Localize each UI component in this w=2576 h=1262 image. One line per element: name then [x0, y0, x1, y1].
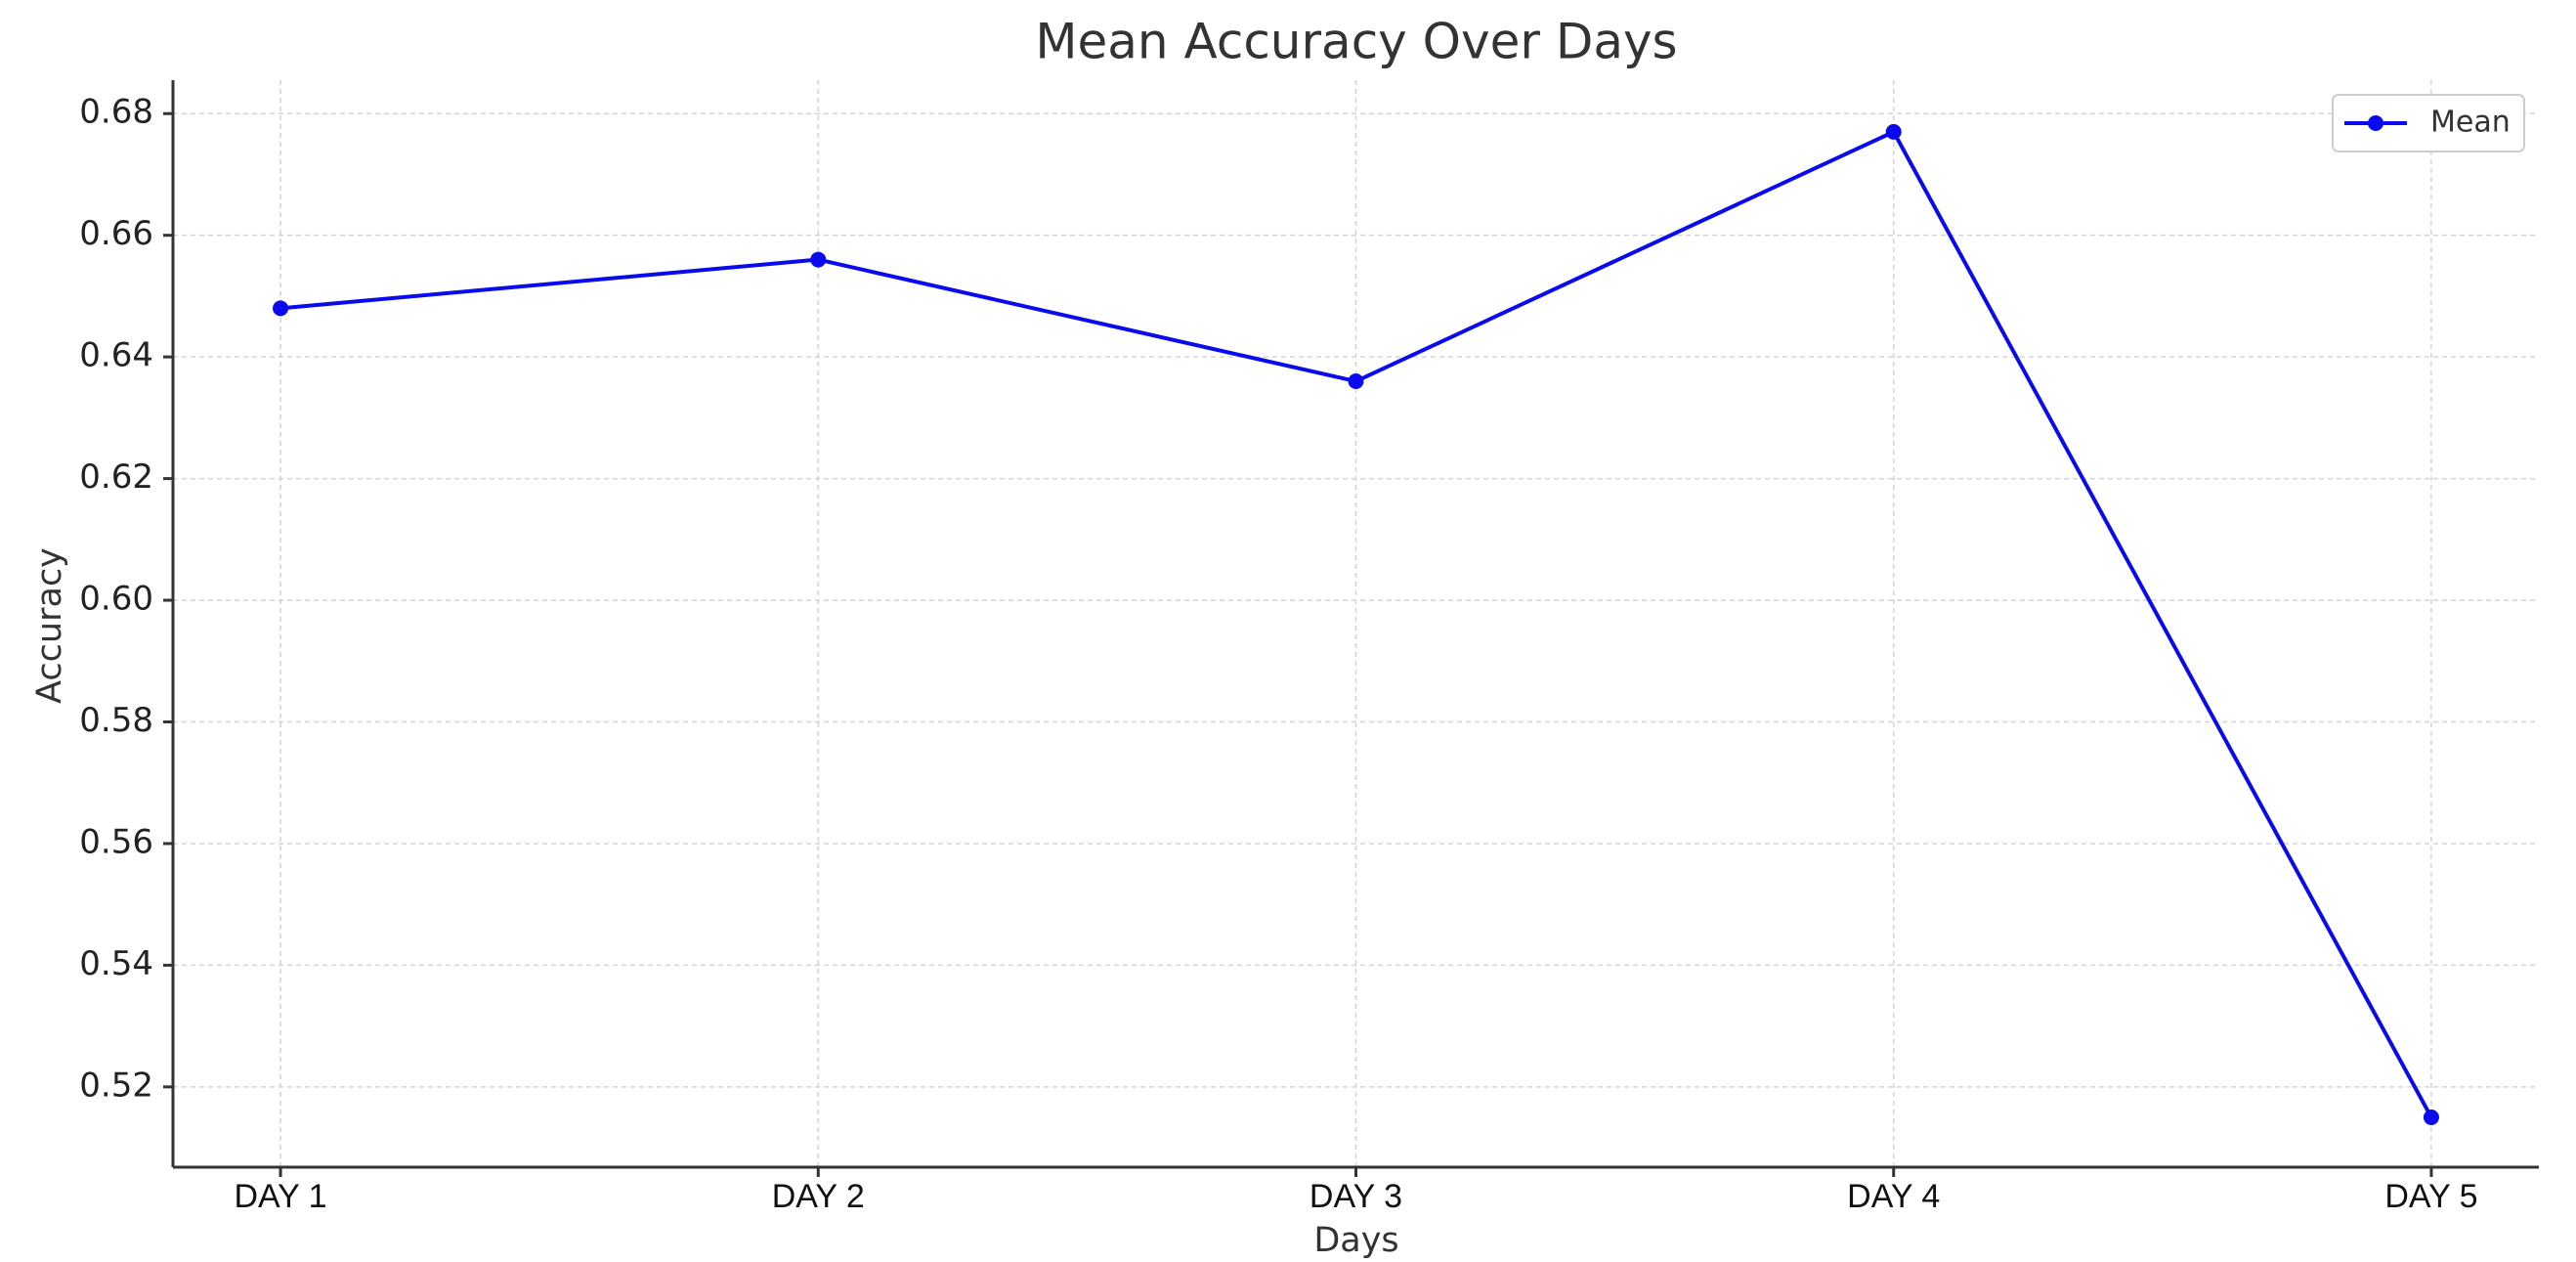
chart-title: Mean Accuracy Over Days [1035, 14, 1677, 70]
point [810, 251, 827, 268]
y-tick-label: 0.58 [79, 701, 153, 740]
y-tick-label: 0.60 [79, 580, 153, 619]
y-tick-label: 0.62 [79, 457, 153, 497]
legend-marker [2368, 115, 2383, 131]
y-tick-label: 0.54 [79, 944, 153, 983]
y-tick-label: 0.68 [79, 93, 153, 132]
x-axis-label: Days [1313, 1221, 1398, 1260]
point [1885, 123, 1902, 140]
point [273, 300, 289, 317]
x-tick-label: DAY 5 [2384, 1178, 2477, 1215]
x-tick-label: DAY 4 [1847, 1178, 1940, 1215]
x-tick-label: DAY 2 [772, 1178, 865, 1215]
x-tick-label: DAY 1 [234, 1178, 326, 1215]
legend-box [2332, 94, 2525, 152]
point [2423, 1109, 2439, 1125]
y-tick-label: 0.56 [79, 822, 153, 861]
y-tick-label: 0.66 [79, 214, 153, 253]
point [1348, 373, 1364, 390]
legend-label: Mean [2430, 106, 2511, 140]
y-tick-label: 0.52 [79, 1066, 153, 1105]
x-tick-label: DAY 3 [1309, 1178, 1402, 1215]
y-tick-label: 0.64 [79, 336, 153, 375]
y-axis-label: Accuracy [30, 547, 69, 704]
